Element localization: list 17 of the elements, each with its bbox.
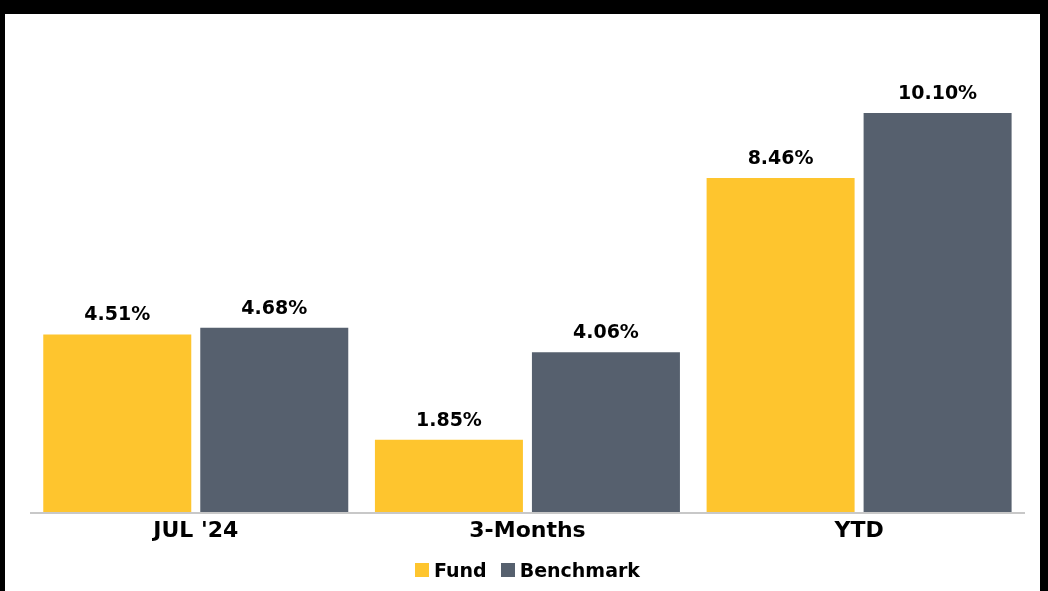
data-label: 10.10% (898, 81, 978, 103)
data-label: 4.06% (572, 320, 639, 343)
bar (706, 177, 855, 513)
data-label: 1.85% (415, 407, 482, 430)
legend-label: Benchmark (519, 559, 640, 581)
data-label: 4.51% (84, 302, 151, 325)
bar (200, 327, 349, 513)
x-tick-label: YTD (833, 516, 884, 542)
data-label: 4.68% (241, 295, 308, 318)
bar (863, 113, 1012, 513)
bar (374, 439, 523, 513)
data-label: 8.46% (747, 145, 814, 168)
bar (531, 352, 680, 513)
bar (43, 334, 192, 513)
x-tick-label: JUL '24 (151, 516, 239, 542)
x-tick-label: 3-Months (469, 516, 586, 542)
legend-label: Fund (434, 559, 487, 581)
